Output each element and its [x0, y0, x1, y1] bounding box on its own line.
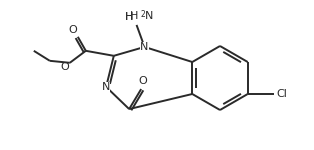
Text: N: N	[102, 82, 110, 92]
Text: O: O	[139, 76, 148, 86]
Text: N: N	[144, 11, 153, 21]
Text: H: H	[130, 11, 138, 21]
Text: H: H	[125, 12, 133, 22]
Text: O: O	[68, 25, 77, 35]
Text: O: O	[60, 62, 69, 72]
Text: H: H	[125, 12, 133, 22]
Text: 2: 2	[141, 10, 145, 19]
Text: N: N	[140, 42, 149, 52]
Text: Cl: Cl	[277, 89, 288, 99]
